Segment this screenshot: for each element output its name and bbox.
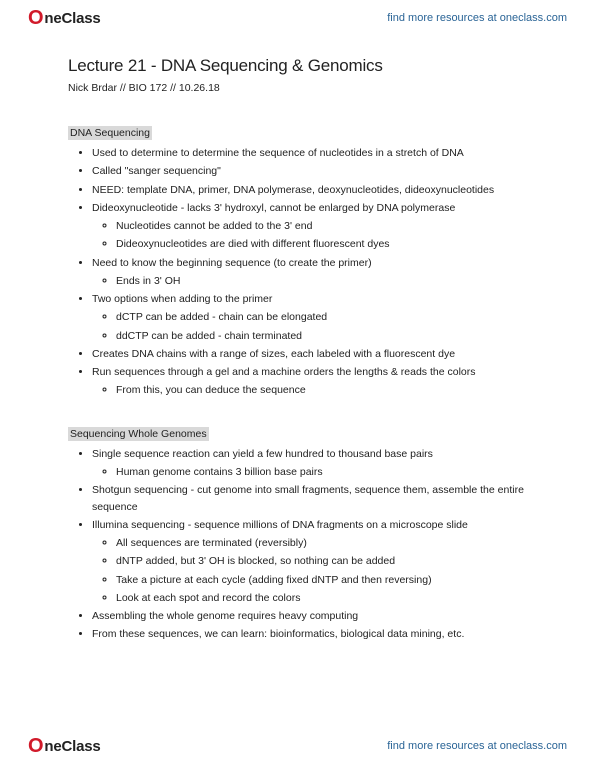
- list-item: Two options when adding to the primer: [92, 291, 527, 307]
- list-item: dCTP can be added - chain can be elongat…: [116, 309, 527, 325]
- byline: Nick Brdar // BIO 172 // 10.26.18: [68, 82, 527, 94]
- list-item: Human genome contains 3 billion base pai…: [116, 464, 527, 480]
- logo-o-icon: O: [28, 736, 43, 756]
- brand-logo: OneClass: [28, 8, 101, 28]
- list-item: ddCTP can be added - chain terminated: [116, 328, 527, 344]
- list-item: Need to know the beginning sequence (to …: [92, 255, 527, 271]
- list-item: Single sequence reaction can yield a few…: [92, 446, 527, 462]
- document-content: Lecture 21 - DNA Sequencing & Genomics N…: [0, 36, 595, 643]
- list-item: dNTP added, but 3' OH is blocked, so not…: [116, 553, 527, 569]
- section-2-list: Single sequence reaction can yield a few…: [68, 446, 527, 643]
- list-item: Illumina sequencing - sequence millions …: [92, 517, 527, 533]
- header-link[interactable]: find more resources at oneclass.com: [387, 12, 567, 24]
- list-item: NEED: template DNA, primer, DNA polymera…: [92, 182, 527, 198]
- list-item: Ends in 3' OH: [116, 273, 527, 289]
- list-item: Dideoxynucleotide - lacks 3' hydroxyl, c…: [92, 200, 527, 216]
- brand-text: neClass: [44, 10, 100, 27]
- list-item: Nucleotides cannot be added to the 3' en…: [116, 218, 527, 234]
- logo-o-icon: O: [28, 8, 43, 28]
- list-item: Shotgun sequencing - cut genome into sma…: [92, 482, 527, 515]
- list-item: Assembling the whole genome requires hea…: [92, 608, 527, 624]
- section-1-list: Used to determine to determine the seque…: [68, 145, 527, 399]
- list-item: Dideoxynucleotides are died with differe…: [116, 236, 527, 252]
- footer-brand-logo: OneClass: [28, 736, 101, 756]
- list-item: Used to determine to determine the seque…: [92, 145, 527, 161]
- footer-brand-text: neClass: [44, 738, 100, 755]
- footer-banner: OneClass find more resources at oneclass…: [0, 728, 595, 764]
- list-item: Take a picture at each cycle (adding fix…: [116, 572, 527, 588]
- page-title: Lecture 21 - DNA Sequencing & Genomics: [68, 56, 527, 76]
- list-item: Creates DNA chains with a range of sizes…: [92, 346, 527, 362]
- list-item: All sequences are terminated (reversibly…: [116, 535, 527, 551]
- header-banner: OneClass find more resources at oneclass…: [0, 0, 595, 36]
- list-item: Called "sanger sequencing": [92, 163, 527, 179]
- list-item: Run sequences through a gel and a machin…: [92, 364, 527, 380]
- list-item: From these sequences, we can learn: bioi…: [92, 626, 527, 642]
- section-heading-1: DNA Sequencing: [68, 126, 152, 140]
- footer-link[interactable]: find more resources at oneclass.com: [387, 740, 567, 752]
- list-item: From this, you can deduce the sequence: [116, 382, 527, 398]
- section-heading-2: Sequencing Whole Genomes: [68, 427, 209, 441]
- list-item: Look at each spot and record the colors: [116, 590, 527, 606]
